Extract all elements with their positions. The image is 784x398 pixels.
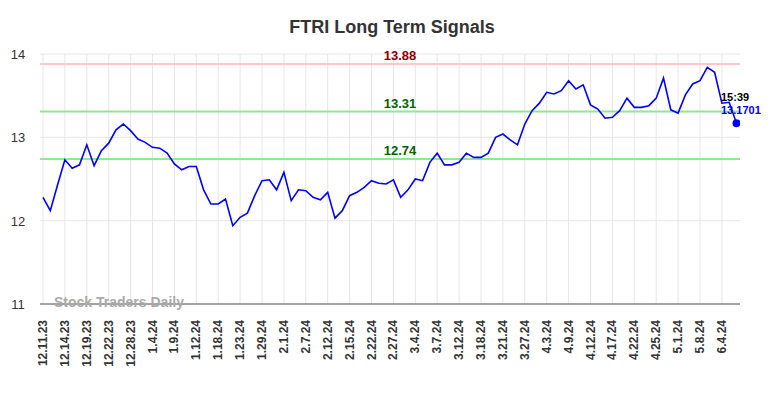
grid-line xyxy=(218,54,219,304)
grid-line xyxy=(174,54,175,304)
grid-line xyxy=(196,54,197,304)
grid-line xyxy=(40,137,740,138)
x-tick-label: 2.15.24 xyxy=(343,320,357,360)
x-tick-label: 1.4.24 xyxy=(146,320,160,354)
level-line xyxy=(40,158,740,160)
grid-line xyxy=(612,54,613,304)
y-tick-label: 13 xyxy=(11,130,25,145)
y-tick-label: 12 xyxy=(11,214,25,229)
x-tick-label: 3.18.24 xyxy=(474,320,488,360)
x-tick-label: 3.12.24 xyxy=(452,320,466,360)
chart: FTRI Long Term Signals 11 12 13 14 12.11.23 12… xyxy=(0,0,784,398)
x-tick-label: 3.4.24 xyxy=(408,320,422,354)
x-tick-label: 4.9.24 xyxy=(562,320,576,354)
grid-line xyxy=(349,54,350,304)
level-line xyxy=(40,111,740,113)
x-tick-label: 12.19.23 xyxy=(80,320,94,367)
grid-line xyxy=(634,54,635,304)
x-tick-label: 2.22.24 xyxy=(365,320,379,360)
x-tick-label: 6.4.24 xyxy=(715,320,729,354)
x-tick-label: 1.9.24 xyxy=(167,320,181,354)
price-line xyxy=(43,67,737,225)
x-tick-label: 3.21.24 xyxy=(496,320,510,360)
x-tick-label: 1.29.24 xyxy=(255,320,269,360)
grid-line xyxy=(240,54,241,304)
grid-line xyxy=(43,54,44,304)
x-tick-label: 12.14.23 xyxy=(58,320,72,367)
x-tick-label: 2.7.24 xyxy=(299,320,313,354)
grid-line xyxy=(568,54,569,304)
grid-line xyxy=(64,54,65,304)
grid-line xyxy=(283,54,284,304)
level-label: 12.74 xyxy=(384,143,417,158)
y-tick-label: 11 xyxy=(11,297,25,312)
grid-line xyxy=(152,54,153,304)
grid-line xyxy=(262,54,263,304)
x-tick-label: 1.12.24 xyxy=(189,320,203,360)
last-point xyxy=(733,119,741,127)
level-label: 13.88 xyxy=(384,48,417,63)
grid-line xyxy=(86,54,87,304)
grid-line xyxy=(590,54,591,304)
watermark: Stock Traders Daily xyxy=(54,294,184,310)
grid-line xyxy=(481,54,482,304)
grid-line xyxy=(40,220,740,221)
last-value: 13.1701 xyxy=(721,104,761,116)
grid-line xyxy=(327,54,328,304)
x-tick-label: 12.22.23 xyxy=(102,320,116,367)
y-tick-label: 14 xyxy=(11,47,25,62)
x-tick-label: 1.23.24 xyxy=(233,320,247,360)
grid-line xyxy=(459,54,460,304)
x-tick-label: 5.8.24 xyxy=(693,320,707,354)
level-label: 13.31 xyxy=(384,96,417,111)
x-tick-label: 4.12.24 xyxy=(584,320,598,360)
grid-line xyxy=(678,54,679,304)
x-tick-label: 4.3.24 xyxy=(540,320,554,354)
title: FTRI Long Term Signals xyxy=(289,17,495,37)
x-tick-label: 12.28.23 xyxy=(124,320,138,367)
grid-line xyxy=(700,54,701,304)
x-tick-label: 3.27.24 xyxy=(518,320,532,360)
grid-line xyxy=(437,54,438,304)
grid-line xyxy=(305,54,306,304)
grid-line xyxy=(130,54,131,304)
grid-line xyxy=(502,54,503,304)
x-tick-label: 1.18.24 xyxy=(211,320,225,360)
x-tick-label: 4.22.24 xyxy=(627,320,641,360)
x-tick-label: 2.12.24 xyxy=(321,320,335,360)
last-time: 15:39 xyxy=(721,91,749,103)
grid-line xyxy=(371,54,372,304)
plot xyxy=(40,64,740,226)
level-line xyxy=(40,63,740,65)
grid-line xyxy=(656,54,657,304)
x-tick-label: 4.25.24 xyxy=(649,320,663,360)
grid-line xyxy=(524,54,525,304)
grid-line xyxy=(108,54,109,304)
x-tick-label: 5.1.24 xyxy=(671,320,685,354)
x-tick-label: 2.27.24 xyxy=(386,320,400,360)
x-tick-label: 4.17.24 xyxy=(605,320,619,360)
x-tick-label: 2.1.24 xyxy=(277,320,291,354)
x-tick-label: 12.11.23 xyxy=(36,320,50,366)
x-tick-label: 3.7.24 xyxy=(430,320,444,354)
